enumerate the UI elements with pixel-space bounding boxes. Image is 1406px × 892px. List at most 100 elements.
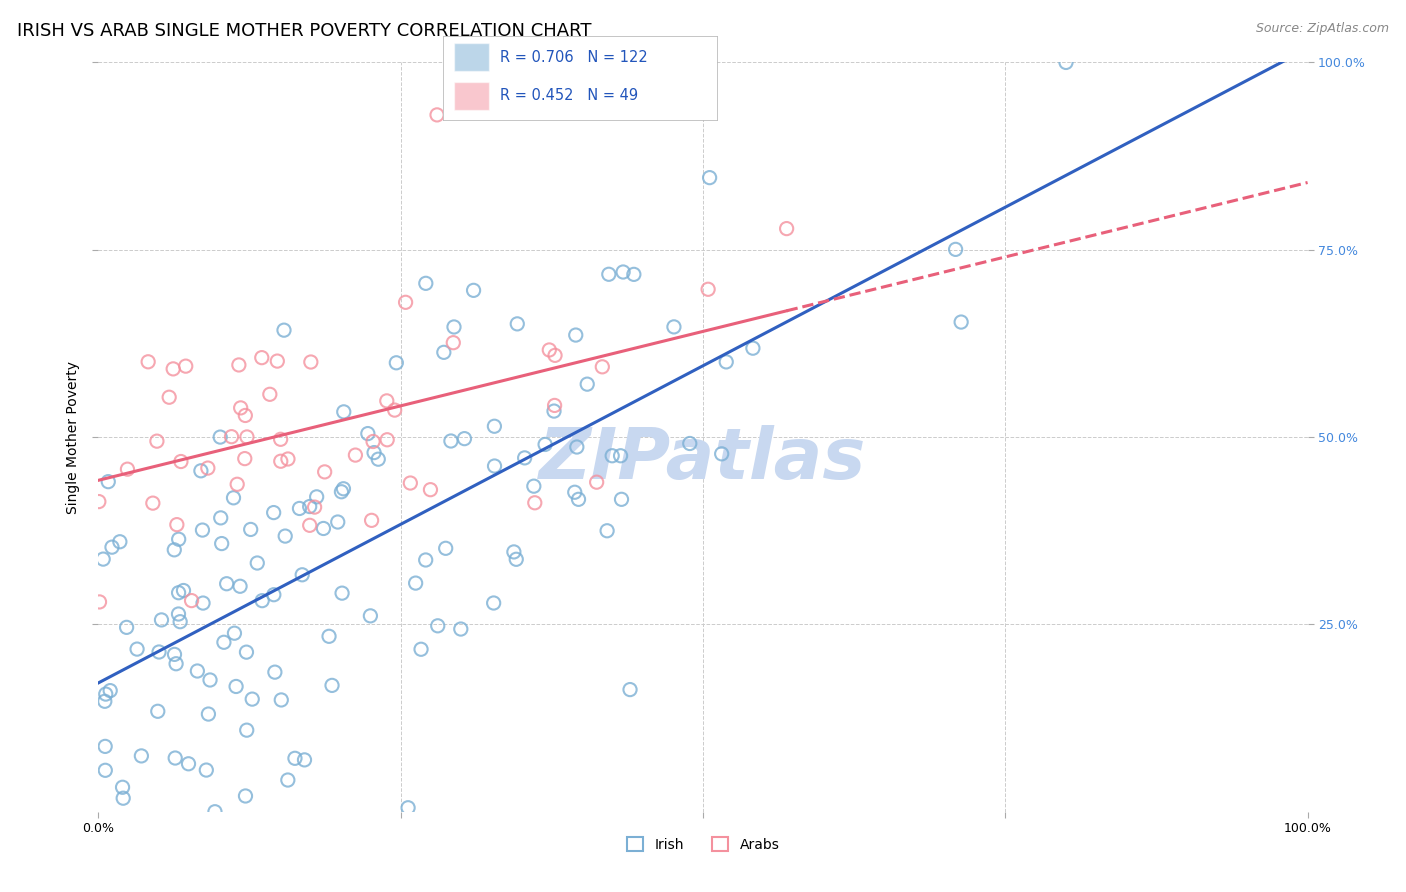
Point [101, 540, 124, 554]
Point [505, 552, 527, 566]
Y-axis label: Single Mother Poverty: Single Mother Poverty [66, 360, 80, 514]
Point [150, 613, 173, 627]
Point [585, 475, 607, 490]
Point [235, 723, 257, 738]
Point [394, 295, 416, 310]
Point [209, 430, 232, 444]
Point [222, 491, 245, 505]
Point [367, 452, 389, 467]
Point [534, 437, 557, 451]
Point [741, 341, 763, 355]
Point [623, 268, 645, 282]
Point [409, 642, 432, 657]
Point [523, 496, 546, 510]
Text: Source: ZipAtlas.com: Source: ZipAtlas.com [1256, 22, 1389, 36]
Point [197, 707, 219, 722]
Point [224, 626, 246, 640]
Point [318, 629, 340, 643]
Point [312, 521, 335, 535]
Point [415, 277, 437, 291]
Point [426, 108, 449, 122]
Text: R = 0.706   N = 122: R = 0.706 N = 122 [501, 50, 648, 65]
Point [775, 221, 797, 235]
Point [305, 490, 328, 504]
Point [419, 483, 441, 497]
Point [357, 426, 380, 441]
Legend: Irish, Arabs: Irish, Arabs [621, 831, 785, 857]
Point [321, 678, 343, 692]
Point [191, 596, 214, 610]
Point [136, 355, 159, 369]
Point [450, 622, 472, 636]
Point [167, 585, 190, 599]
Point [142, 496, 165, 510]
Point [662, 319, 685, 334]
Point [304, 500, 326, 515]
Point [564, 485, 586, 500]
Point [191, 523, 214, 537]
Point [564, 328, 586, 343]
Point [598, 267, 620, 281]
Point [440, 434, 463, 448]
Point [361, 434, 384, 449]
Point [697, 282, 720, 296]
Point [359, 608, 381, 623]
Point [294, 753, 316, 767]
Point [434, 541, 457, 556]
Point [259, 387, 281, 401]
Bar [454, 44, 489, 71]
Point [610, 492, 633, 507]
Text: IRISH VS ARAB SINGLE MOTHER POVERTY CORRELATION CHART: IRISH VS ARAB SINGLE MOTHER POVERTY CORR… [17, 22, 592, 40]
Point [332, 482, 354, 496]
Point [443, 320, 465, 334]
Point [167, 607, 190, 621]
Point [246, 556, 269, 570]
Point [1054, 55, 1077, 70]
Point [612, 265, 634, 279]
Point [221, 430, 243, 444]
Point [165, 657, 187, 671]
Point [146, 704, 169, 718]
Point [415, 553, 437, 567]
Point [165, 751, 187, 765]
Point [484, 419, 506, 434]
Point [125, 642, 148, 657]
Point [463, 284, 485, 298]
Point [375, 393, 398, 408]
Point [117, 462, 139, 476]
Point [513, 450, 536, 465]
Point [190, 464, 212, 478]
Point [284, 751, 307, 765]
Point [163, 648, 186, 662]
Point [235, 645, 257, 659]
Point [544, 348, 567, 362]
Point [87, 494, 110, 508]
Point [399, 476, 422, 491]
Point [94, 739, 117, 754]
Point [250, 593, 273, 607]
Point [543, 399, 565, 413]
Point [229, 401, 252, 415]
Point [228, 358, 250, 372]
Point [226, 477, 249, 491]
Point [166, 517, 188, 532]
Point [94, 764, 117, 778]
Point [236, 430, 259, 444]
Point [229, 579, 252, 593]
Point [291, 567, 314, 582]
Point [169, 615, 191, 629]
Point [543, 404, 565, 418]
Point [363, 445, 385, 459]
Point [186, 664, 208, 678]
Point [167, 533, 190, 547]
Point [91, 552, 114, 566]
Point [197, 461, 219, 475]
Point [235, 789, 257, 803]
Point [523, 479, 546, 493]
Point [209, 511, 232, 525]
Point [211, 536, 233, 550]
Point [204, 805, 226, 819]
Point [619, 682, 641, 697]
Point [384, 403, 406, 417]
Point [330, 586, 353, 600]
